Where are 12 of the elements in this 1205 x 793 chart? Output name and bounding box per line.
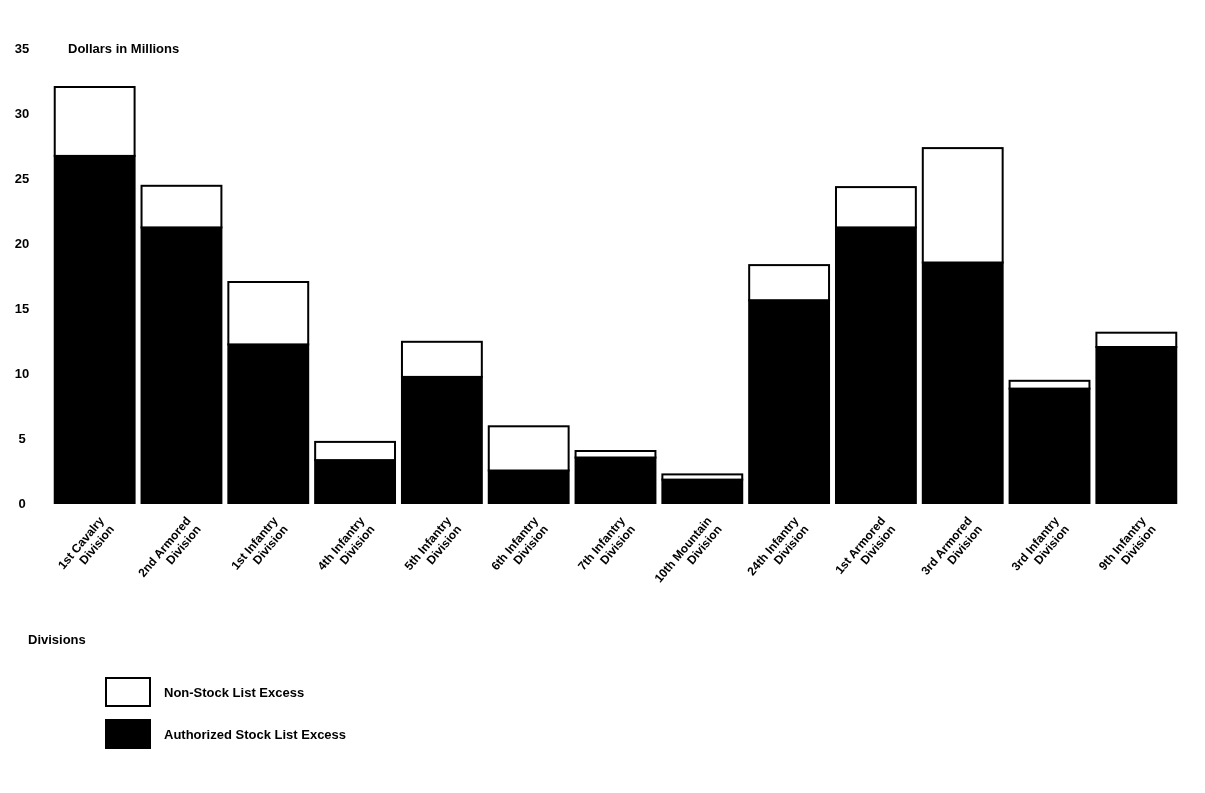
y-tick-label: 15 (14, 300, 30, 316)
legend-label: Authorized Stock List Excess (164, 726, 347, 742)
y-axis-title: Dollars in Millions (68, 40, 180, 56)
y-tick-label: 30 (14, 105, 30, 121)
y-tick-label: 35 (14, 40, 30, 56)
y-tick-label: 25 (14, 170, 30, 186)
y-tick-label: 0 (18, 495, 26, 511)
x-axis-title: Divisions (28, 632, 86, 647)
legend-label: Non-Stock List Excess (164, 684, 305, 700)
y-tick-label: 5 (18, 430, 26, 446)
y-tick-label: 20 (14, 235, 30, 251)
y-tick-label: 10 (14, 365, 30, 381)
